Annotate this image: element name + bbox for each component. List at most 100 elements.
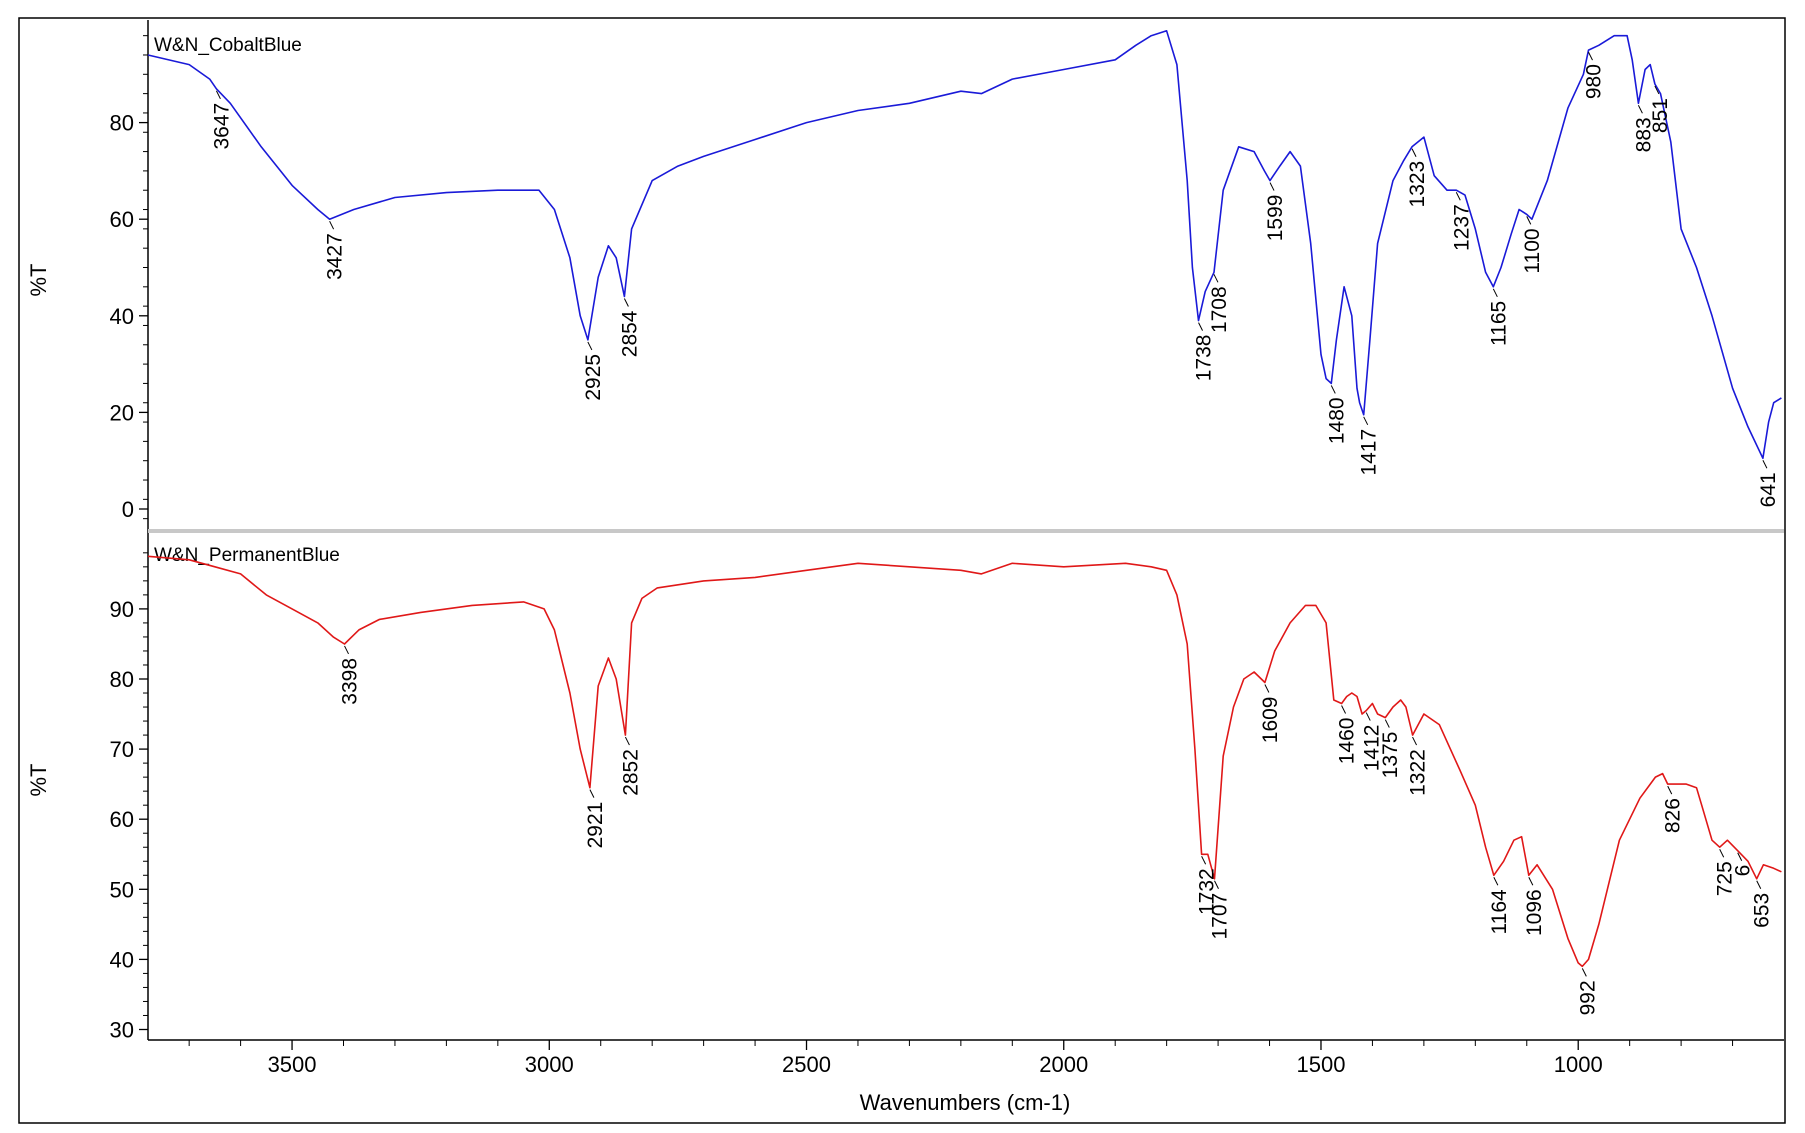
- peak-label-1237: 1237: [1450, 204, 1473, 251]
- peak-leader: [1330, 385, 1336, 394]
- peak-label-1322: 1322: [1407, 749, 1430, 796]
- peak-leader: [1528, 877, 1534, 886]
- peak-leader: [1213, 274, 1219, 283]
- peak-label-1599: 1599: [1264, 195, 1287, 242]
- y-tick-label: 30: [110, 1018, 134, 1043]
- peak-label-1417: 1417: [1358, 429, 1381, 476]
- y-axis-top: 0 20 40 60 80: [110, 20, 149, 531]
- peak-leader: [1363, 416, 1369, 426]
- peak-leader: [623, 298, 629, 307]
- peak-leader: [1264, 684, 1270, 693]
- peak-label-2925: 2925: [582, 354, 605, 401]
- peak-leader: [1756, 880, 1762, 890]
- peak-label-1165: 1165: [1487, 301, 1510, 346]
- y-tick-label: 40: [110, 947, 134, 972]
- peak-leader: [1719, 849, 1725, 858]
- peak-leader: [589, 789, 595, 798]
- series-cobalt-blue: [147, 29, 1782, 460]
- x-axis: 3500 3000 2500 2000 1500 1000: [148, 529, 1784, 1077]
- y-tick-label: 50: [110, 877, 134, 902]
- peak-label-653: 653: [1751, 893, 1774, 928]
- peak-label-1732: 1732: [1196, 868, 1219, 915]
- peak-leader: [1365, 712, 1371, 721]
- x-tick-label: 2000: [1039, 1052, 1088, 1077]
- peak-leader: [1411, 148, 1417, 157]
- x-axis-title: Wavenumbers (cm-1): [860, 1090, 1071, 1115]
- y-tick-label: 70: [110, 737, 134, 762]
- x-tick-label: 1000: [1554, 1052, 1603, 1077]
- peak-label-992: 992: [1576, 980, 1599, 1015]
- peak-leader: [1269, 182, 1275, 191]
- peak-label-2921: 2921: [584, 802, 607, 849]
- x-tick-label: 3000: [525, 1052, 574, 1077]
- y-tick-label: 80: [110, 667, 134, 692]
- peak-leader: [587, 341, 593, 351]
- y-tick-label: 90: [110, 597, 134, 622]
- peak-label-6: 6: [1732, 865, 1755, 877]
- peak-label-1460: 1460: [1336, 718, 1359, 765]
- panel-top: W&N_CobaltBlue %T 0 20 40 60 80 3647 3427 2925…: [26, 20, 1782, 531]
- peak-leader: [1588, 51, 1593, 61]
- peak-leader: [1654, 85, 1660, 95]
- peak-label-3647: 3647: [210, 103, 233, 150]
- y-axis-title-top: %T: [26, 264, 51, 297]
- panel-title-top: W&N_CobaltBlue: [154, 35, 302, 56]
- y-axis-bottom: 30 40 50 60 70 80 90: [110, 531, 149, 1043]
- peak-leader: [1637, 105, 1643, 114]
- y-tick-label: 60: [110, 807, 134, 832]
- peak-label-1164: 1164: [1488, 889, 1511, 934]
- y-tick-label: 20: [110, 400, 134, 425]
- panel-title-bottom: W&N_PermanentBlue: [154, 545, 340, 566]
- peak-label-1480: 1480: [1325, 397, 1348, 444]
- peak-leader: [1667, 785, 1673, 795]
- x-tick-label: 1500: [1297, 1052, 1346, 1077]
- peak-leader: [1214, 880, 1219, 890]
- peak-label-980: 980: [1583, 64, 1606, 99]
- peak-leader: [344, 645, 349, 655]
- peak-leader: [1492, 288, 1498, 298]
- x-tick-label: 3500: [268, 1052, 317, 1077]
- peak-label-1412: 1412: [1360, 725, 1383, 772]
- peak-leader: [215, 90, 221, 100]
- peak-leader: [1412, 736, 1418, 746]
- peak-label-1096: 1096: [1523, 889, 1546, 936]
- peak-label-1707: 1707: [1208, 893, 1231, 940]
- peak-leader: [1737, 852, 1743, 861]
- panel-bottom: W&N_PermanentBlue %T 30 40 50 60 70 80 90 3398…: [26, 531, 1782, 1043]
- peak-leader: [1384, 719, 1390, 728]
- peak-label-1738: 1738: [1193, 335, 1216, 382]
- peak-label-3398: 3398: [338, 658, 361, 705]
- peak-leader: [1201, 856, 1207, 865]
- peak-label-641: 641: [1757, 472, 1780, 507]
- peak-label-1708: 1708: [1208, 286, 1231, 333]
- peak-leader: [1341, 705, 1347, 714]
- peak-label-826: 826: [1662, 798, 1685, 833]
- peak-leader: [1455, 191, 1461, 201]
- peak-label-1323: 1323: [1406, 161, 1429, 208]
- peak-leader: [1762, 460, 1768, 469]
- peak-label-2852: 2852: [619, 749, 642, 796]
- peak-leader: [1493, 877, 1499, 886]
- y-tick-label: 80: [110, 111, 134, 136]
- peak-leader: [624, 736, 630, 746]
- peak-label-3427: 3427: [324, 233, 347, 280]
- spectrum-line: [147, 29, 1782, 460]
- x-tick-label: 2500: [782, 1052, 831, 1077]
- y-tick-label: 40: [110, 304, 134, 329]
- peak-leader: [1198, 322, 1203, 331]
- figure-border: [18, 17, 1786, 1124]
- peak-leader: [329, 220, 335, 230]
- y-tick-label: 60: [110, 207, 134, 232]
- peak-leader: [1581, 968, 1587, 977]
- y-tick-label: 0: [122, 497, 134, 522]
- peak-label-883: 883: [1632, 117, 1655, 152]
- series-permanent-blue: [147, 555, 1782, 968]
- y-axis-title-bottom: %T: [26, 764, 51, 797]
- spectrum-line: [147, 555, 1782, 968]
- peak-leader: [1526, 216, 1532, 225]
- peak-label-1375: 1375: [1379, 732, 1402, 779]
